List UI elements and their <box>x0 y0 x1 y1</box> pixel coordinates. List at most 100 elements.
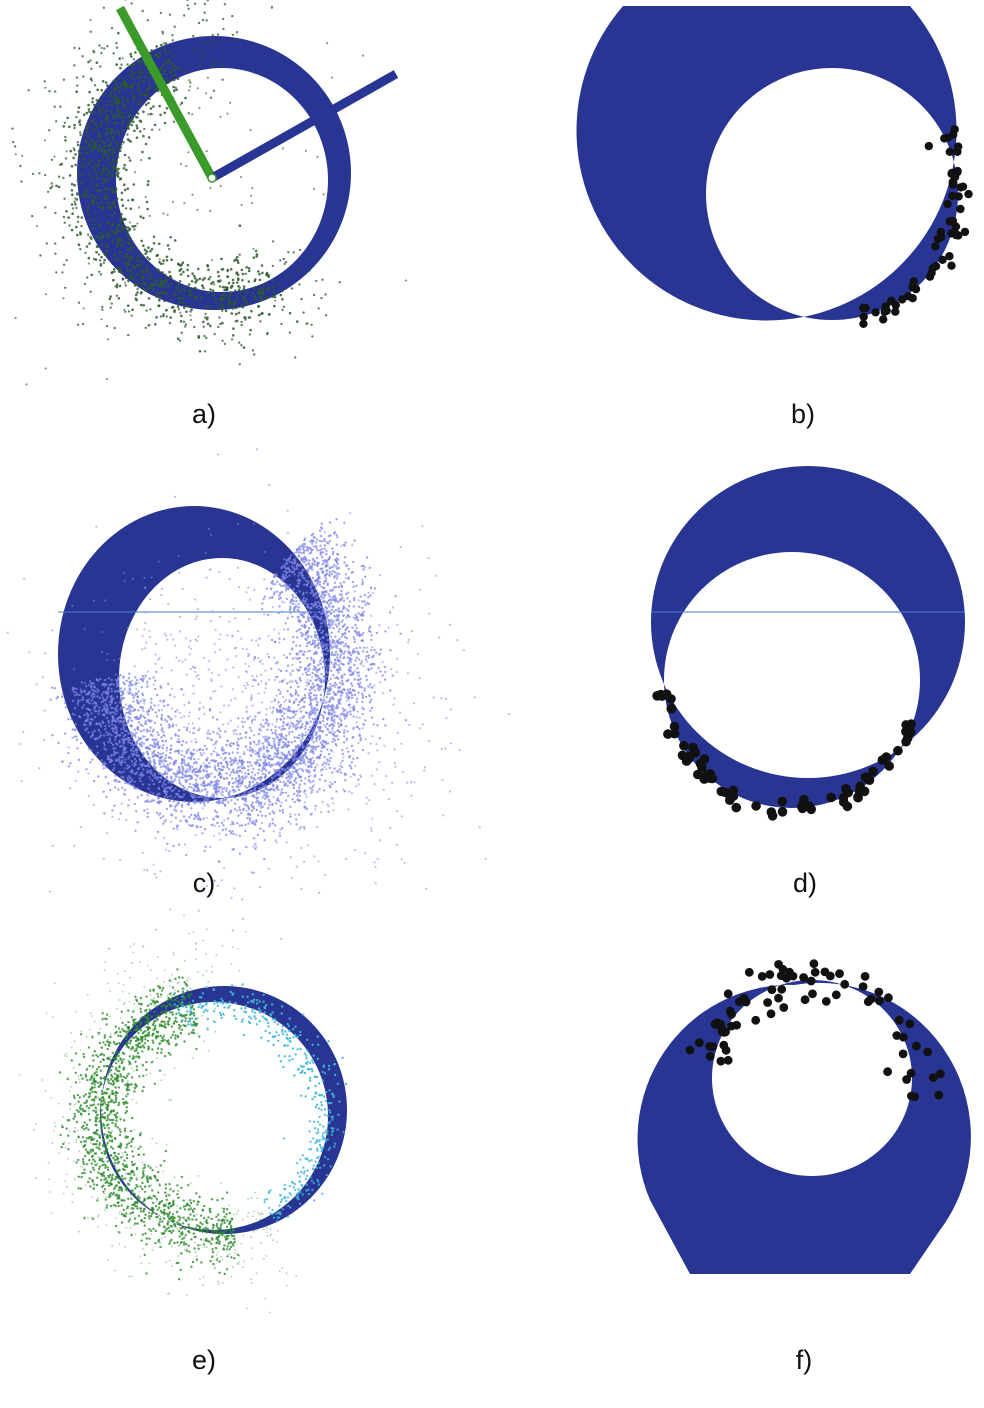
scatter-point <box>114 747 117 750</box>
scatter-point <box>88 141 92 145</box>
scatter-point <box>321 570 324 573</box>
scatter-point <box>127 716 130 719</box>
scatter-point <box>231 789 234 792</box>
scatter-point <box>364 575 367 578</box>
scatter-point <box>102 181 106 184</box>
scatter-point <box>247 267 251 270</box>
scatter-point <box>290 721 293 725</box>
scatter-point <box>320 621 324 625</box>
scatter-point <box>327 610 330 614</box>
scatter-point <box>357 691 360 694</box>
scatter-point <box>122 779 126 782</box>
scatter-point <box>322 193 325 196</box>
scatter-point <box>278 726 281 729</box>
scatter-point <box>25 383 28 386</box>
scatter-point <box>115 100 119 103</box>
scatter-point <box>177 765 181 769</box>
scatter-point <box>237 717 240 720</box>
scatter-point <box>196 786 199 790</box>
scatter-point <box>157 304 160 308</box>
scatter-point <box>102 140 105 144</box>
scatter-point <box>119 694 123 697</box>
scatter-point <box>331 646 334 650</box>
scatter-point <box>340 593 343 596</box>
scatter-point <box>54 242 57 245</box>
scatter-point <box>304 620 308 624</box>
scatter-point <box>100 148 104 152</box>
scatter-point <box>132 709 135 712</box>
scatter-point <box>63 121 67 125</box>
scatter-point <box>114 701 117 705</box>
scatter-point <box>220 748 224 751</box>
scatter-point <box>326 716 330 720</box>
scatter-point <box>333 581 337 584</box>
scatter-point <box>164 50 167 53</box>
scatter-point <box>202 817 205 820</box>
scatter-point <box>98 259 102 262</box>
scatter-point <box>11 127 14 130</box>
scatter-point <box>314 675 318 678</box>
scatter-point <box>308 575 311 578</box>
scatter-point <box>945 147 954 156</box>
scatter-point <box>225 288 228 291</box>
scatter-point <box>351 580 354 584</box>
scatter-point <box>187 7 190 10</box>
scatter-point <box>212 293 215 297</box>
scatter-point <box>136 787 139 790</box>
scatter-point <box>362 568 365 571</box>
scatter-point <box>223 342 227 346</box>
scatter-point <box>211 289 215 292</box>
scatter-point <box>116 678 120 681</box>
scatter-point <box>48 129 51 132</box>
scatter-point <box>84 728 87 732</box>
scatter-point <box>224 730 227 733</box>
scatter-point <box>251 349 255 352</box>
scatter-point <box>74 202 77 206</box>
scatter-point <box>191 272 194 276</box>
scatter-point <box>216 270 220 274</box>
scatter-point <box>285 559 288 562</box>
scatter-point <box>285 585 288 588</box>
scatter-point <box>118 284 122 288</box>
scatter-point <box>133 694 136 697</box>
scatter-point <box>168 247 171 251</box>
scatter-point <box>147 297 151 300</box>
scatter-point <box>165 746 169 750</box>
scatter-point <box>324 624 327 627</box>
scatter-point <box>197 21 201 25</box>
scatter-point <box>244 745 248 748</box>
scatter-point <box>240 824 244 827</box>
scatter-point <box>254 823 257 826</box>
scatter-point <box>275 787 278 790</box>
scatter-point <box>240 761 243 765</box>
scatter-point <box>280 610 283 613</box>
scatter-point <box>82 307 85 310</box>
scatter-point <box>333 610 336 613</box>
scatter-point <box>303 583 306 586</box>
scatter-point <box>149 107 153 110</box>
scatter-point <box>164 739 167 743</box>
scatter-point <box>120 225 124 228</box>
scatter-point <box>153 741 156 744</box>
scatter-point <box>319 553 322 556</box>
scatter-point <box>163 111 167 115</box>
scatter-point <box>136 291 139 294</box>
scatter-point <box>332 627 335 630</box>
scatter-point <box>298 799 302 802</box>
scatter-point <box>115 86 119 89</box>
scatter-point <box>325 549 328 552</box>
scatter-point <box>178 768 181 772</box>
scatter-point <box>321 551 325 554</box>
scatter-point <box>104 728 107 731</box>
scatter-point <box>279 293 283 297</box>
scatter-point <box>159 52 162 55</box>
scatter-point <box>219 307 222 311</box>
scatter-point <box>131 771 134 774</box>
scatter-point <box>195 761 198 765</box>
scatter-point <box>279 766 283 770</box>
scatter-point <box>202 286 205 290</box>
scatter-point <box>328 731 331 734</box>
scatter-point <box>165 255 169 259</box>
scatter-point <box>947 169 956 178</box>
scatter-point <box>114 205 117 209</box>
